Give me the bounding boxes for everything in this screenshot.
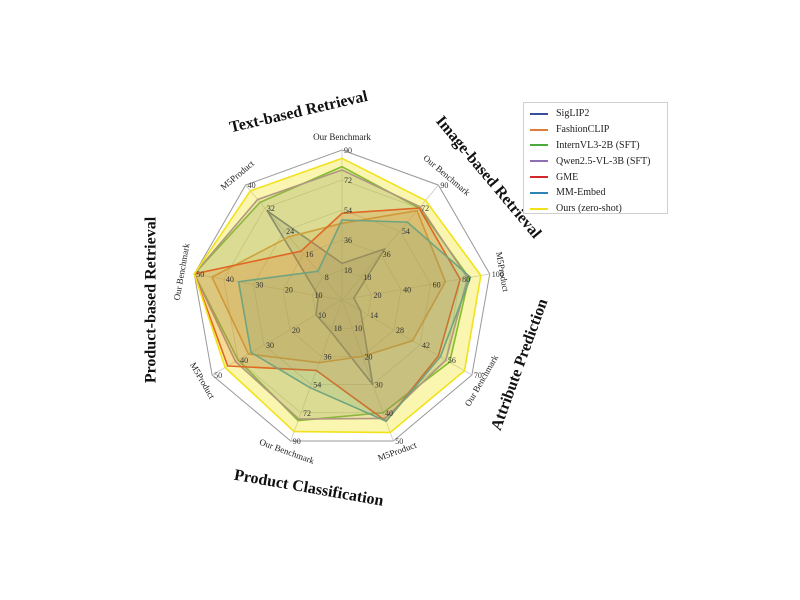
tick-label: 80 — [462, 275, 470, 284]
legend-item: Qwen2.5-VL-3B (SFT) — [530, 153, 661, 169]
tick-label: 100 — [492, 270, 504, 279]
tick-label: 60 — [433, 280, 441, 289]
tick-label: 10 — [314, 291, 322, 300]
legend-item: GME — [530, 169, 661, 185]
tick-label: 40 — [240, 356, 248, 365]
legend-label: SigLIP2 — [556, 108, 590, 120]
grid-ring — [312, 269, 372, 329]
axis-label: M5Product — [188, 360, 217, 401]
series-mm-embed — [237, 219, 472, 423]
legend-item: FashionCLIP — [530, 122, 661, 138]
radar-grid — [193, 149, 491, 442]
tick-label: 20 — [292, 326, 300, 335]
legend-swatch — [530, 207, 548, 210]
legend-item: SigLIP2 — [530, 106, 661, 122]
radar-ticks: 18 36 54 72 90 18 36 54 72 90 20 40 60 80 100 14 28 42 56 7… — [196, 146, 503, 446]
tick-label: 56 — [448, 356, 456, 365]
grid-spoke — [341, 184, 439, 301]
group-label: Attribute Prediction — [488, 296, 551, 432]
legend-label: MM-Embed — [556, 187, 606, 199]
legend-item: MM-Embed — [530, 185, 661, 201]
tick-label: 30 — [375, 381, 383, 390]
tick-label: 16 — [305, 250, 313, 259]
tick-label: 50 — [214, 371, 222, 380]
series-polygon — [193, 207, 461, 423]
tick-label: 72 — [344, 176, 352, 185]
tick-label: 20 — [365, 352, 373, 361]
tick-label: 90 — [293, 437, 301, 446]
legend-item: InternVL3-2B (SFT) — [530, 138, 661, 154]
tick-label: 42 — [422, 341, 430, 350]
tick-label: 90 — [440, 181, 448, 190]
tick-label: 10 — [354, 324, 362, 333]
grid-ring — [193, 149, 491, 442]
group-label: Product Classification — [233, 467, 385, 510]
series-polygon — [193, 169, 469, 420]
legend-swatch — [530, 160, 548, 163]
legend-item: Ours (zero-shot) — [530, 201, 661, 217]
legend: SigLIP2 FashionCLIP InternVL3-2B (SFT) Qwen… — [523, 102, 668, 214]
tick-label: 36 — [323, 352, 331, 361]
legend-swatch — [530, 112, 548, 115]
tick-label: 18 — [334, 324, 342, 333]
tick-label: 40 — [248, 181, 256, 190]
axis-label: Our Benchmark — [463, 353, 501, 408]
tick-label: 90 — [344, 146, 352, 155]
series-polygon — [193, 157, 482, 434]
tick-label: 30 — [266, 341, 274, 350]
series-ours-zero-shot- — [193, 157, 482, 434]
grid-spoke — [341, 273, 490, 301]
tick-label: 72 — [421, 204, 429, 213]
tick-label: 54 — [313, 381, 321, 390]
group-label: Text-based Retrieval — [228, 88, 370, 136]
legend-swatch — [530, 128, 548, 131]
axis-label: Our Benchmark — [313, 132, 371, 142]
tick-label: 24 — [286, 227, 294, 236]
tick-label: 10 — [318, 311, 326, 320]
legend-label: FashionCLIP — [556, 124, 610, 136]
legend-label: InternVL3-2B (SFT) — [556, 139, 640, 151]
legend-swatch — [530, 144, 548, 147]
tick-label: 8 — [325, 273, 329, 282]
tick-label: 40 — [403, 286, 411, 295]
series-qwen2-5-vl-3b-sft- — [193, 169, 469, 420]
legend-swatch — [530, 176, 548, 179]
grid-spoke — [245, 184, 343, 301]
tick-label: 20 — [374, 291, 382, 300]
tick-label: 36 — [383, 250, 391, 259]
grid-spoke — [211, 299, 343, 376]
tick-label: 30 — [255, 280, 263, 289]
legend-swatch — [530, 191, 548, 194]
legend-label: Qwen2.5-VL-3B (SFT) — [556, 155, 651, 167]
tick-label: 54 — [344, 206, 352, 215]
tick-label: 18 — [344, 266, 352, 275]
grid-ring — [282, 239, 402, 357]
tick-label: 70 — [474, 371, 482, 380]
tick-label: 50 — [395, 437, 403, 446]
group-label: Product-based Retrieval — [143, 216, 160, 383]
tick-label: 18 — [363, 273, 371, 282]
series-polygon — [237, 219, 472, 423]
tick-label: 40 — [385, 409, 393, 418]
series-polygon — [211, 209, 447, 364]
series-gme — [193, 207, 461, 423]
axis-label: Our Benchmark — [172, 242, 192, 301]
legend-label: Ours (zero-shot) — [556, 203, 622, 215]
tick-label: 36 — [344, 236, 352, 245]
tick-label: 50 — [196, 270, 204, 279]
tick-label: 72 — [303, 409, 311, 418]
tick-label: 20 — [285, 286, 293, 295]
tick-label: 14 — [370, 311, 378, 320]
series-fashionclip — [211, 209, 447, 364]
grid-spoke — [341, 299, 394, 442]
tick-label: 32 — [267, 204, 275, 213]
tick-label: 40 — [226, 275, 234, 284]
legend-label: GME — [556, 171, 579, 183]
tick-label: 28 — [396, 326, 404, 335]
tick-label: 54 — [402, 227, 410, 236]
radar-series — [193, 157, 482, 434]
